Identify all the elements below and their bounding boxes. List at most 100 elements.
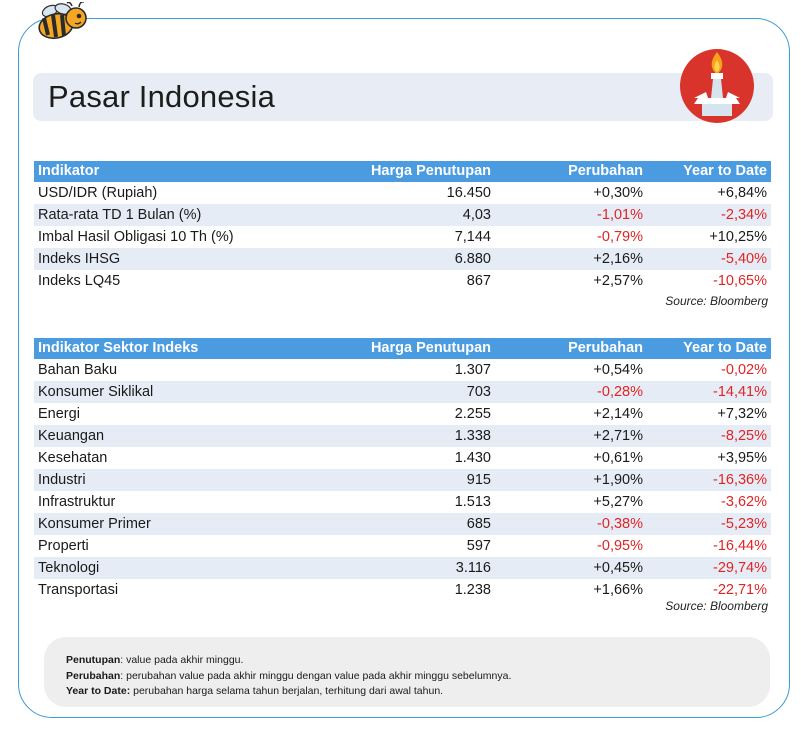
- cell-ytd: -10,65%: [712, 273, 767, 289]
- source-note: Source: Bloomberg: [665, 294, 768, 308]
- definition-text: : value pada akhir minggu.: [120, 654, 244, 666]
- card-frame: [18, 18, 790, 718]
- table-row: Konsumer Siklikal 703 -0,28% -14,41%: [34, 381, 771, 403]
- cell-label: Properti: [38, 538, 89, 554]
- cell-perubahan: +0,54%: [593, 362, 643, 378]
- cell-perubahan: +0,61%: [593, 450, 643, 466]
- cell-label: Energi: [38, 406, 80, 422]
- cell-perubahan: -0,79%: [597, 229, 643, 245]
- cell-label: Keuangan: [34, 425, 319, 447]
- cell-harga-penutupan: 4,03: [319, 204, 495, 226]
- cell-label: Industri: [34, 469, 319, 491]
- col-header-perubahan: Perubahan: [495, 161, 647, 182]
- cell-harga-penutupan: 685: [319, 513, 495, 535]
- table-row: Transportasi 1.238 +1,66% -22,71%: [34, 579, 771, 601]
- table-header-row: Indikator Sektor Indeks Harga Penutupan …: [34, 338, 771, 359]
- cell-ytd: -22,71%: [712, 582, 767, 598]
- cell-ytd: -5,40%: [647, 248, 771, 270]
- cell-perubahan: +0,45%: [495, 557, 647, 579]
- cell-ytd: -14,41%: [647, 381, 771, 403]
- cell-ytd: -3,62%: [721, 494, 767, 510]
- cell-label: Indeks LQ45: [38, 273, 121, 289]
- cell-ytd: -16,36%: [647, 469, 771, 491]
- title-bar: Pasar Indonesia: [33, 73, 773, 121]
- col-header-sektor: Indikator Sektor Indeks: [34, 338, 319, 359]
- cell-perubahan: -1,01%: [495, 204, 647, 226]
- definition-perubahan: Perubahan: perubahan value pada akhir mi…: [66, 670, 511, 682]
- cell-perubahan: +2,71%: [495, 425, 647, 447]
- cell-perubahan: +0,30%: [593, 185, 643, 201]
- cell-harga-penutupan: 1.513: [454, 494, 491, 510]
- cell-ytd: -0,02%: [721, 362, 767, 378]
- cell-label: Konsumer Siklikal: [34, 381, 319, 403]
- cell-label: Bahan Baku: [38, 362, 118, 378]
- cell-ytd: -2,34%: [647, 204, 771, 226]
- cell-label: Indeks IHSG: [34, 248, 319, 270]
- cell-harga-penutupan: 915: [319, 469, 495, 491]
- table-row: Konsumer Primer 685 -0,38% -5,23%: [34, 513, 771, 535]
- cell-harga-penutupan: 7,144: [454, 229, 491, 245]
- cell-harga-penutupan: 597: [466, 538, 491, 554]
- definition-ytd: Year to Date: perubahan harga selama tah…: [66, 685, 443, 697]
- cell-label: Infrastruktur: [38, 494, 116, 510]
- cell-perubahan: -0,38%: [495, 513, 647, 535]
- table-row: Energi 2.255 +2,14% +7,32%: [34, 403, 771, 425]
- col-header-ytd: Year to Date: [647, 161, 771, 182]
- cell-perubahan: +1,66%: [593, 582, 643, 598]
- cell-harga-penutupan: 703: [319, 381, 495, 403]
- table-header-row: Indikator Harga Penutupan Perubahan Year…: [34, 161, 771, 182]
- cell-ytd: -16,44%: [712, 538, 767, 554]
- sector-index-table: Indikator Sektor Indeks Harga Penutupan …: [34, 338, 771, 601]
- table-row: Keuangan 1.338 +2,71% -8,25%: [34, 425, 771, 447]
- definition-text: : perubahan value pada akhir minggu deng…: [120, 670, 512, 682]
- cell-harga-penutupan: 2.255: [454, 406, 491, 422]
- table-row: Infrastruktur 1.513 +5,27% -3,62%: [34, 491, 771, 513]
- cell-perubahan: +1,90%: [495, 469, 647, 491]
- cell-harga-penutupan: 3.116: [319, 557, 495, 579]
- cell-label: Transportasi: [38, 582, 119, 598]
- col-header-ytd: Year to Date: [647, 338, 771, 359]
- table-row: USD/IDR (Rupiah) 16.450 +0,30% +6,84%: [34, 182, 771, 204]
- cell-label: Kesehatan: [38, 450, 108, 466]
- cell-harga-penutupan: 1.238: [454, 582, 491, 598]
- cell-ytd: +7,32%: [717, 406, 767, 422]
- col-header-perubahan: Perubahan: [495, 338, 647, 359]
- cell-label: Imbal Hasil Obligasi 10 Th (%): [38, 229, 234, 245]
- table-row: Indeks LQ45 867 +2,57% -10,65%: [34, 270, 771, 292]
- col-header-harga-penutupan: Harga Penutupan: [319, 161, 495, 182]
- cell-ytd: -8,25%: [647, 425, 771, 447]
- bee-icon: [38, 2, 87, 40]
- table-row: Indeks IHSG 6.880 +2,16% -5,40%: [34, 248, 771, 270]
- cell-perubahan: +5,27%: [593, 494, 643, 510]
- definition-term: Penutupan: [66, 654, 121, 666]
- cell-ytd: -5,23%: [647, 513, 771, 535]
- cell-perubahan: +2,57%: [593, 273, 643, 289]
- cell-label: Rata-rata TD 1 Bulan (%): [34, 204, 319, 226]
- cell-label: Teknologi: [34, 557, 319, 579]
- definitions-box: Penutupan: value pada akhir minggu. Peru…: [44, 637, 770, 707]
- table-row: Properti 597 -0,95% -16,44%: [34, 535, 771, 557]
- cell-harga-penutupan: 1.430: [454, 450, 491, 466]
- cell-harga-penutupan: 6.880: [319, 248, 495, 270]
- table-row: Kesehatan 1.430 +0,61% +3,95%: [34, 447, 771, 469]
- page-title: Pasar Indonesia: [48, 79, 276, 114]
- cell-label: USD/IDR (Rupiah): [38, 185, 158, 201]
- cell-harga-penutupan: 1.307: [454, 362, 491, 378]
- cell-ytd: +10,25%: [709, 229, 767, 245]
- cell-harga-penutupan: 1.338: [319, 425, 495, 447]
- table-row: Industri 915 +1,90% -16,36%: [34, 469, 771, 491]
- definition-text: perubahan harga selama tahun berjalan, t…: [130, 685, 444, 697]
- col-header-indikator: Indikator: [34, 161, 319, 182]
- cell-ytd: +6,84%: [717, 185, 767, 201]
- definition-penutupan: Penutupan: value pada akhir minggu.: [66, 654, 243, 666]
- cell-perubahan: -0,95%: [597, 538, 643, 554]
- table-row: Teknologi 3.116 +0,45% -29,74%: [34, 557, 771, 579]
- table-row: Bahan Baku 1.307 +0,54% -0,02%: [34, 359, 771, 381]
- indicator-table: Indikator Harga Penutupan Perubahan Year…: [34, 161, 771, 292]
- table-row: Rata-rata TD 1 Bulan (%) 4,03 -1,01% -2,34%: [34, 204, 771, 226]
- cell-ytd: +3,95%: [717, 450, 767, 466]
- definition-term: Perubahan: [66, 670, 121, 682]
- cell-harga-penutupan: 16.450: [446, 185, 491, 201]
- cell-perubahan: -0,28%: [495, 381, 647, 403]
- cell-label: Konsumer Primer: [34, 513, 319, 535]
